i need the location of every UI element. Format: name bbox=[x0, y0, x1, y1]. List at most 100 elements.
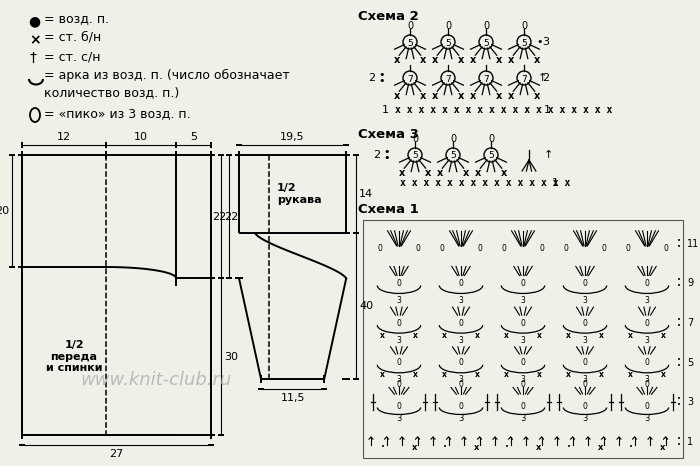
Text: x x x x x x x x x x x x x x x: x x x x x x x x x x x x x x x bbox=[400, 178, 570, 188]
Text: 5: 5 bbox=[190, 132, 197, 142]
Text: x: x bbox=[599, 370, 604, 379]
Text: 0: 0 bbox=[539, 244, 544, 254]
Text: 40: 40 bbox=[359, 301, 373, 311]
Text: 14: 14 bbox=[359, 189, 373, 199]
Text: x: x bbox=[412, 443, 417, 452]
Text: 0: 0 bbox=[521, 279, 526, 288]
Text: 0: 0 bbox=[477, 244, 482, 254]
Text: 1: 1 bbox=[382, 105, 389, 115]
Text: 0: 0 bbox=[626, 244, 631, 254]
Text: 0: 0 bbox=[483, 21, 489, 31]
Text: www.knit-club.ru: www.knit-club.ru bbox=[80, 371, 231, 389]
Text: 7: 7 bbox=[483, 75, 489, 83]
Text: 0: 0 bbox=[412, 134, 418, 144]
Text: 5: 5 bbox=[488, 151, 494, 160]
Text: •: • bbox=[383, 153, 389, 163]
Text: 0: 0 bbox=[488, 134, 494, 144]
Text: x: x bbox=[566, 370, 571, 379]
Text: 7: 7 bbox=[445, 75, 451, 83]
Text: 3: 3 bbox=[458, 375, 463, 384]
Text: 3: 3 bbox=[397, 296, 401, 305]
Text: x: x bbox=[537, 370, 542, 379]
Text: 3: 3 bbox=[582, 414, 588, 423]
Text: x: x bbox=[534, 55, 540, 65]
Text: x: x bbox=[437, 168, 443, 178]
Text: 5: 5 bbox=[412, 151, 418, 160]
Text: 0: 0 bbox=[397, 402, 401, 411]
Text: 3: 3 bbox=[687, 397, 693, 407]
Text: 11: 11 bbox=[687, 239, 699, 249]
Text: 3: 3 bbox=[644, 414, 650, 423]
Text: 2: 2 bbox=[373, 150, 380, 160]
Text: 3: 3 bbox=[645, 296, 650, 305]
Text: x: x bbox=[566, 331, 571, 340]
Text: •: • bbox=[677, 436, 681, 442]
Text: 0: 0 bbox=[582, 358, 587, 367]
Text: 0: 0 bbox=[521, 319, 526, 328]
Text: 0: 0 bbox=[397, 380, 401, 389]
Text: 7: 7 bbox=[407, 75, 413, 83]
Text: 7: 7 bbox=[521, 75, 527, 83]
Text: •: • bbox=[677, 442, 681, 448]
Text: •: • bbox=[677, 403, 681, 409]
Text: x: x bbox=[474, 443, 480, 452]
Text: x: x bbox=[661, 331, 666, 340]
Text: 0: 0 bbox=[521, 402, 526, 411]
Text: 3: 3 bbox=[396, 414, 402, 423]
Text: 3: 3 bbox=[397, 375, 401, 384]
Text: x: x bbox=[413, 331, 418, 340]
Text: 0: 0 bbox=[458, 279, 463, 288]
Text: 0: 0 bbox=[450, 134, 456, 144]
Text: 5: 5 bbox=[407, 39, 413, 48]
Text: x: x bbox=[458, 55, 464, 65]
Text: = арка из возд. п. (число обозначает: = арка из возд. п. (число обозначает bbox=[44, 69, 290, 82]
Text: x: x bbox=[504, 331, 509, 340]
Text: •: • bbox=[677, 244, 681, 250]
Text: = «пико» из 3 возд. п.: = «пико» из 3 возд. п. bbox=[44, 107, 190, 120]
Text: •: • bbox=[383, 147, 389, 157]
Text: 0: 0 bbox=[645, 358, 650, 367]
Text: x: x bbox=[628, 370, 633, 379]
Text: x: x bbox=[504, 370, 509, 379]
Text: x: x bbox=[628, 331, 633, 340]
Text: = ст. б/н: = ст. б/н bbox=[44, 31, 102, 44]
Text: 3: 3 bbox=[521, 296, 526, 305]
Text: x: x bbox=[475, 370, 480, 379]
Text: x: x bbox=[420, 55, 426, 65]
Text: •: • bbox=[677, 317, 681, 323]
Text: •: • bbox=[378, 70, 384, 80]
Text: x: x bbox=[496, 91, 502, 101]
Text: 0: 0 bbox=[445, 21, 451, 31]
Text: •: • bbox=[677, 277, 681, 283]
Text: количество возд. п.): количество возд. п.) bbox=[44, 86, 179, 99]
Text: x: x bbox=[394, 91, 400, 101]
Text: x: x bbox=[420, 91, 426, 101]
Text: 0: 0 bbox=[415, 244, 420, 254]
Text: x: x bbox=[537, 331, 542, 340]
Text: 5: 5 bbox=[445, 39, 451, 48]
Text: •: • bbox=[378, 76, 384, 86]
Text: x: x bbox=[475, 168, 481, 178]
Text: x: x bbox=[470, 55, 476, 65]
Text: 7: 7 bbox=[687, 318, 693, 328]
Text: 0: 0 bbox=[458, 402, 463, 411]
Text: x: x bbox=[425, 168, 431, 178]
Text: 0: 0 bbox=[440, 244, 444, 254]
Text: x: x bbox=[399, 168, 405, 178]
Text: x: x bbox=[432, 55, 438, 65]
Text: ×: × bbox=[29, 33, 41, 47]
Text: 20: 20 bbox=[0, 206, 9, 216]
Text: 27: 27 bbox=[109, 449, 124, 459]
Text: 0: 0 bbox=[502, 244, 507, 254]
Text: 3: 3 bbox=[458, 414, 463, 423]
Text: Схема 1: Схема 1 bbox=[358, 203, 419, 216]
Text: ↑: ↑ bbox=[544, 150, 554, 160]
Text: x: x bbox=[442, 331, 447, 340]
Text: x: x bbox=[661, 370, 666, 379]
Text: 0: 0 bbox=[458, 319, 463, 328]
Text: 0: 0 bbox=[582, 402, 587, 411]
Text: 1: 1 bbox=[552, 178, 559, 188]
Text: 3: 3 bbox=[520, 414, 526, 423]
Text: 0: 0 bbox=[582, 380, 587, 389]
Text: x: x bbox=[380, 370, 385, 379]
